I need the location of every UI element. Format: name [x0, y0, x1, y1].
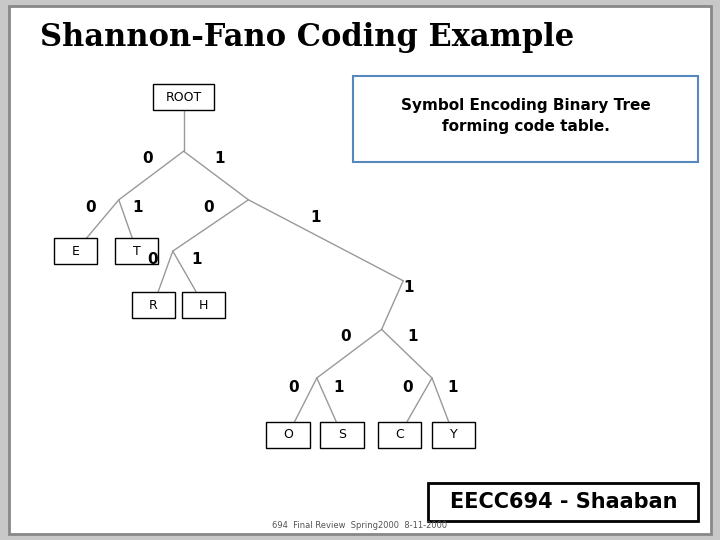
FancyBboxPatch shape	[132, 292, 175, 318]
FancyBboxPatch shape	[266, 422, 310, 448]
Text: 694  Final Review  Spring2000  8-11-2000: 694 Final Review Spring2000 8-11-2000	[272, 521, 448, 530]
Text: ROOT: ROOT	[166, 91, 202, 104]
FancyBboxPatch shape	[115, 238, 158, 264]
Text: EECC694 - Shaaban: EECC694 - Shaaban	[450, 492, 677, 512]
Text: 1: 1	[403, 280, 414, 295]
Bar	[353, 76, 698, 162]
FancyBboxPatch shape	[378, 422, 421, 448]
Text: 1: 1	[333, 380, 344, 395]
Text: 1: 1	[214, 151, 225, 165]
Text: 0: 0	[341, 329, 351, 344]
Text: Y: Y	[450, 428, 457, 441]
Text: Symbol Encoding Binary Tree
forming code table.: Symbol Encoding Binary Tree forming code…	[401, 98, 650, 134]
Text: 1: 1	[132, 200, 143, 215]
Text: 1: 1	[310, 211, 321, 226]
FancyBboxPatch shape	[432, 422, 475, 448]
Text: E: E	[72, 245, 79, 258]
Text: C: C	[395, 428, 404, 441]
Text: R: R	[149, 299, 158, 312]
Bar	[428, 483, 698, 521]
FancyBboxPatch shape	[320, 422, 364, 448]
Text: 0: 0	[402, 380, 413, 395]
Text: 0: 0	[143, 151, 153, 165]
FancyBboxPatch shape	[54, 238, 97, 264]
FancyBboxPatch shape	[153, 84, 215, 110]
FancyBboxPatch shape	[182, 292, 225, 318]
Text: Shannon-Fano Coding Example: Shannon-Fano Coding Example	[40, 22, 574, 52]
Text: 1: 1	[192, 252, 202, 267]
Text: T: T	[133, 245, 140, 258]
Text: O: O	[283, 428, 293, 441]
Text: H: H	[199, 299, 209, 312]
Text: 0: 0	[289, 380, 299, 395]
Text: 1: 1	[407, 329, 418, 344]
Text: S: S	[338, 428, 346, 441]
Text: 0: 0	[204, 200, 215, 215]
Text: 0: 0	[148, 252, 158, 267]
Text: 0: 0	[86, 200, 96, 215]
Text: 1: 1	[447, 380, 458, 395]
